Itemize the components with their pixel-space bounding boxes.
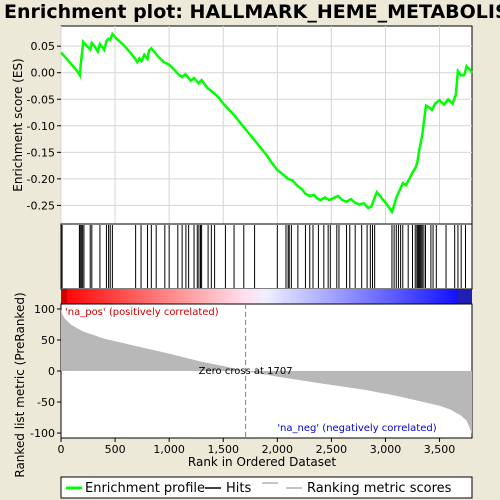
es-y-tick-label: -0.25 [27, 199, 55, 212]
x-tick-label: 0 [58, 443, 65, 456]
legend-hits-label: Hits [226, 481, 251, 496]
es-y-tick-label: -0.15 [27, 146, 55, 159]
ranked-list-y-axis-label: Ranked list metric (PreRanked) [13, 292, 27, 477]
es-y-tick-label: 0.05 [31, 40, 56, 53]
es-panel-background [60, 25, 473, 225]
es-y-axis: 0.05 0.00 -0.05 -0.10 -0.15 -0.20 -0.25 [27, 40, 61, 212]
x-tick-label: 2,500 [316, 443, 348, 456]
enrichment-profile-line [60, 31, 474, 215]
x-tick-label: 1,000 [153, 443, 185, 456]
es-y-tick-label: -0.05 [27, 93, 55, 106]
ranked-list-y-axis: 100 50 0 -50 -100 [30, 303, 61, 440]
hits-panel-background [60, 223, 473, 290]
x-axis: 0 500 1,000 1,500 2,000 2,500 3,000 3,500 [58, 438, 456, 456]
x-tick-label: 1,500 [207, 443, 239, 456]
ranked-y-tick-label: 50 [41, 334, 55, 347]
es-grid [60, 26, 472, 224]
ranked-y-tick-label: -50 [37, 396, 55, 409]
es-y-tick-label: 0.00 [31, 67, 56, 80]
x-tick-label: 500 [105, 443, 126, 456]
legend-enrichment-label: Enrichment profile [85, 481, 205, 496]
positive-correlated-label: 'na_pos' (positively correlated) [65, 307, 219, 318]
chart-title: Enrichment plot: HALLMARK_HEME_METABOLIS… [4, 1, 500, 23]
legend-box [60, 476, 473, 499]
es-y-tick-label: -0.20 [27, 173, 55, 186]
es-y-tick-label: -0.10 [27, 120, 55, 133]
ranked-y-tick-label: -100 [30, 427, 55, 440]
ranking-color-ramp [61, 289, 472, 304]
x-tick-label: 3,000 [370, 443, 402, 456]
ramp-end-band [458, 289, 472, 304]
ranked-y-tick-label: 100 [34, 303, 55, 316]
legend-ranking-label: Ranking metric scores [307, 481, 452, 496]
ranked-y-tick-label: 0 [48, 365, 55, 378]
hits-markers [61, 225, 467, 288]
es-y-axis-label: Enrichment score (ES) [11, 58, 25, 191]
ramp-start-band [61, 289, 67, 304]
negative-correlated-label: 'na_neg' (negatively correlated) [277, 423, 436, 434]
x-axis-label: Rank in Ordered Dataset [188, 455, 336, 469]
x-tick-label: 3,500 [424, 443, 456, 456]
x-tick-label: 2,000 [262, 443, 294, 456]
ranking-metric-area [61, 309, 472, 433]
zero-cross-label: Zero cross at 1707 [199, 366, 293, 377]
